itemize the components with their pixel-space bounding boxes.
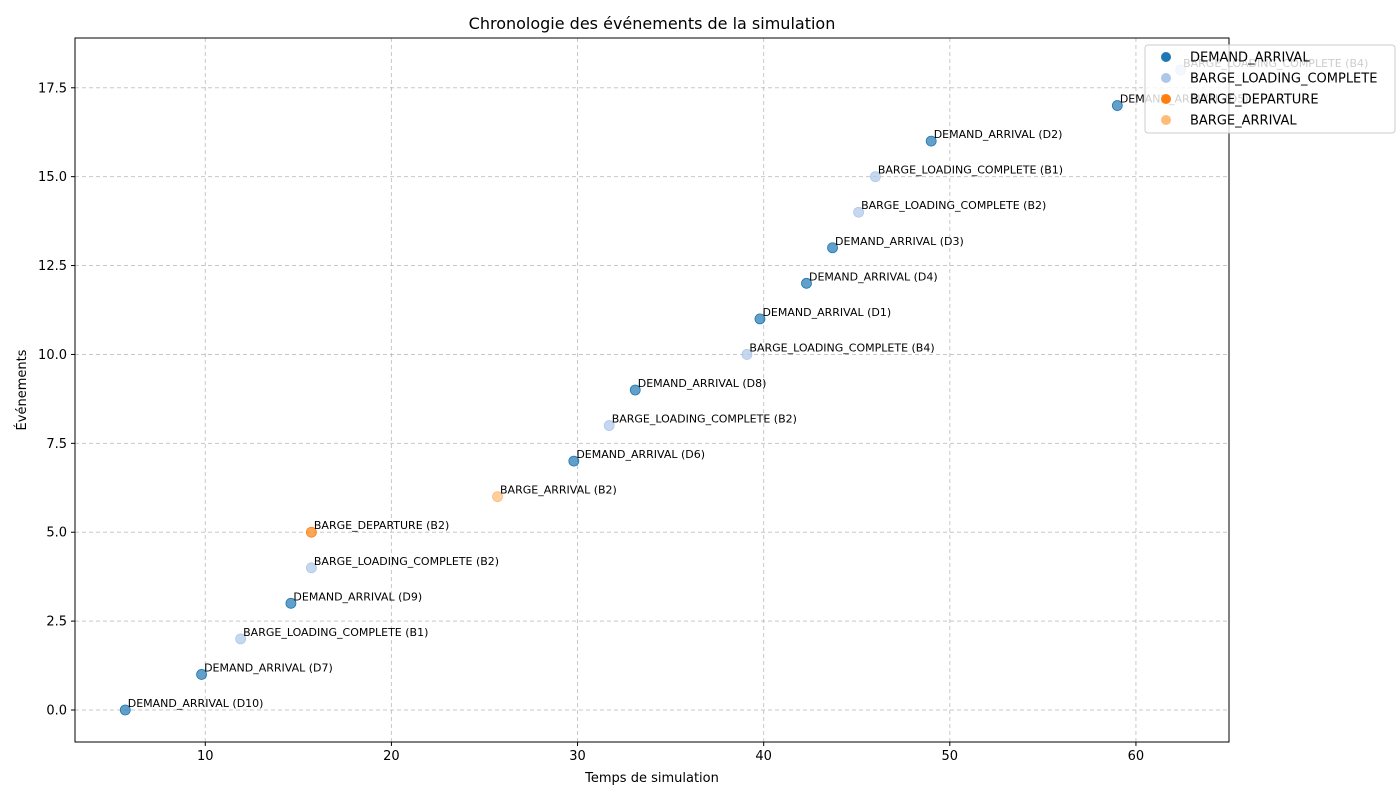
data-point [754,313,766,325]
data-point [285,597,297,609]
legend: DEMAND_ARRIVAL BARGE_LOADING_COMPLETE BARG… [1144,44,1396,134]
legend-label: BARGE_LOADING_COMPLETE [1190,72,1377,87]
data-point [119,704,131,716]
data-point [235,633,247,645]
data-point [741,349,753,360]
data-point [305,562,317,574]
data-label: DEMAND_ARRIVAL (D3) [835,235,964,248]
y-tick-label: 5.0 [46,526,67,541]
data-label: BARGE_LOADING_COMPLETE (B1) [243,626,428,639]
legend-marker [1161,94,1171,104]
data-label: BARGE_LOADING_COMPLETE (B2) [612,413,797,426]
legend-box [1144,44,1396,134]
y-tick-label: 10.0 [38,348,67,363]
y-tick-label: 15.0 [38,170,67,185]
data-label: BARGE_LOADING_COMPLETE (B2) [314,555,499,568]
data-point [853,206,865,218]
data-point [801,277,812,289]
y-tick-label: 17.5 [38,81,67,96]
y-tick-label: 12.5 [38,259,67,274]
data-points [119,64,1187,716]
data-point [1111,100,1123,111]
grid [75,38,1229,742]
data-label: DEMAND_ARRIVAL (D1) [762,306,891,319]
chart-title: Chronologie des événements de la simulat… [469,14,836,33]
legend-label: BARGE_ARRIVAL [1190,114,1297,129]
x-tick-label: 60 [1128,749,1145,764]
legend-label: BARGE_DEPARTURE [1190,93,1319,108]
x-tick-label: 30 [569,749,586,764]
data-point [869,171,881,183]
axis-ticks: 10 20 30 40 50 60 0.0 2.5 5.0 7.5 10.0 12.5 15.0 17.5 [38,81,1144,764]
data-label: BARGE_LOADING_COMPLETE (B2) [861,199,1046,212]
legend-marker [1161,73,1171,83]
x-tick-label: 50 [942,749,959,764]
y-tick-label: 7.5 [46,437,67,452]
data-point [568,455,580,467]
data-label: DEMAND_ARRIVAL (D9) [293,590,422,603]
data-label: BARGE_LOADING_COMPLETE (B4) [749,341,934,354]
data-point [925,135,937,147]
data-label: DEMAND_ARRIVAL (D6) [576,448,705,461]
x-tick-label: 40 [755,749,772,764]
data-point [492,491,503,503]
y-tick-label: 2.5 [46,615,67,630]
x-tick-label: 10 [197,749,214,764]
data-label: BARGE_ARRIVAL (B2) [500,484,617,497]
data-point [196,669,207,680]
x-axis-label: Temps de simulation [584,771,719,786]
data-point [827,242,838,254]
y-tick-label: 0.0 [46,704,67,719]
legend-marker [1161,115,1171,125]
data-point [629,384,641,396]
data-point [603,420,615,431]
plot-frame [74,37,1230,743]
data-label: DEMAND_ARRIVAL (D8) [638,377,767,390]
data-label: DEMAND_ARRIVAL (D2) [934,128,1063,141]
data-label: DEMAND_ARRIVAL (D4) [809,270,938,283]
legend-marker [1161,52,1171,62]
legend-label: DEMAND_ARRIVAL [1190,51,1310,66]
data-label: BARGE_LOADING_COMPLETE (B1) [878,164,1063,177]
data-point [305,526,317,538]
y-axis-label: Événements [14,349,30,430]
x-tick-label: 20 [383,749,400,764]
data-label: DEMAND_ARRIVAL (D7) [204,661,333,674]
data-label: DEMAND_ARRIVAL (D10) [128,697,264,710]
data-label: BARGE_DEPARTURE (B2) [314,519,449,532]
